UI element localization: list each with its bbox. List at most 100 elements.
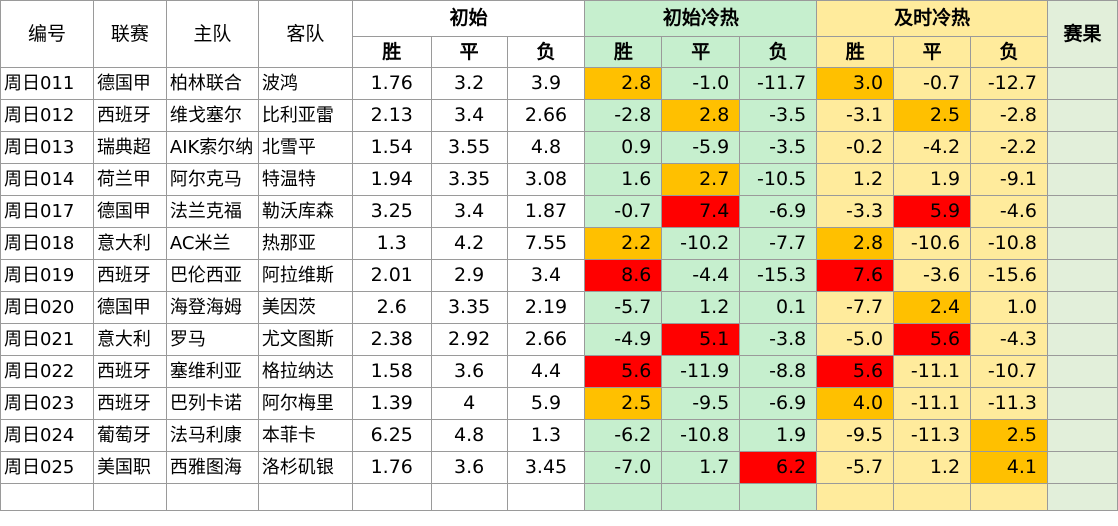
subheader-initial-lose[interactable]: 负 — [506, 36, 586, 68]
cell-initial-heat[interactable]: -10.2 — [661, 227, 741, 260]
cell-initial-odds[interactable]: 3.08 — [506, 163, 586, 196]
cell-live-heat[interactable]: 5.6 — [816, 355, 895, 388]
cell-away[interactable]: 洛杉矶银 — [257, 451, 353, 484]
cell-away[interactable]: 热那亚 — [257, 227, 353, 260]
cell-initial-heat[interactable]: 1.2 — [661, 291, 741, 324]
cell-initial-odds[interactable]: 1.39 — [351, 387, 432, 420]
cell-home[interactable]: 西雅图海 — [165, 451, 259, 484]
cell-home[interactable]: 海登海姆 — [165, 291, 259, 324]
cell-result[interactable] — [1047, 451, 1118, 484]
cell-initial-odds[interactable]: 1.87 — [506, 195, 586, 228]
cell-live-heat[interactable]: -4.2 — [893, 131, 972, 164]
cell-league[interactable]: 德国甲 — [92, 291, 167, 324]
cell-initial-heat[interactable]: 1.6 — [584, 163, 663, 196]
cell-initial-heat[interactable]: -3.5 — [739, 131, 818, 164]
cell-home[interactable]: 塞维利亚 — [165, 355, 259, 388]
cell-result[interactable] — [1047, 291, 1118, 324]
cell-live-heat[interactable]: -10.8 — [970, 227, 1048, 260]
cell-initial-odds[interactable]: 3.35 — [430, 163, 508, 196]
cell-initial-heat[interactable]: -10.5 — [739, 163, 818, 196]
cell-initial-odds[interactable]: 2.19 — [506, 291, 586, 324]
cell-live-heat[interactable]: 5.9 — [893, 195, 972, 228]
cell-initial-heat[interactable]: 2.7 — [661, 163, 741, 196]
cell-live-heat[interactable]: -11.3 — [970, 387, 1048, 420]
cell-initial-odds[interactable]: 1.94 — [351, 163, 432, 196]
cell-live-heat[interactable]: 1.2 — [816, 163, 895, 196]
cell-live-heat[interactable]: 4.1 — [970, 451, 1048, 484]
cell-live-heat[interactable]: -11.3 — [893, 419, 972, 452]
cell-initial-odds[interactable]: 3.55 — [430, 131, 508, 164]
cell-initial-odds[interactable]: 1.76 — [351, 67, 432, 100]
cell-initial-heat[interactable]: 8.6 — [584, 259, 663, 292]
cell-live-heat[interactable]: -10.7 — [970, 355, 1048, 388]
cell-live-heat[interactable]: -9.5 — [816, 419, 895, 452]
cell-live-heat[interactable]: 1.2 — [893, 451, 972, 484]
empty-cell[interactable] — [351, 483, 432, 511]
cell-initial-heat[interactable]: 1.7 — [661, 451, 741, 484]
cell-league[interactable]: 西班牙 — [92, 259, 167, 292]
cell-result[interactable] — [1047, 323, 1118, 356]
cell-initial-odds[interactable]: 1.58 — [351, 355, 432, 388]
empty-cell[interactable] — [661, 483, 741, 511]
cell-initial-heat[interactable]: -11.9 — [661, 355, 741, 388]
cell-league[interactable]: 西班牙 — [92, 355, 167, 388]
cell-initial-odds[interactable]: 2.13 — [351, 99, 432, 132]
cell-initial-heat[interactable]: -15.3 — [739, 259, 818, 292]
empty-cell[interactable] — [893, 483, 972, 511]
cell-initial-heat[interactable]: -0.7 — [584, 195, 663, 228]
header-id[interactable]: 编号 — [0, 0, 94, 68]
cell-league[interactable]: 意大利 — [92, 323, 167, 356]
cell-id[interactable]: 周日013 — [0, 131, 94, 164]
cell-home[interactable]: 柏林联合 — [165, 67, 259, 100]
cell-id[interactable]: 周日019 — [0, 259, 94, 292]
empty-cell[interactable] — [816, 483, 895, 511]
cell-initial-odds[interactable]: 5.9 — [506, 387, 586, 420]
cell-live-heat[interactable]: -7.7 — [816, 291, 895, 324]
empty-cell[interactable] — [970, 483, 1048, 511]
cell-away[interactable]: 阿拉维斯 — [257, 259, 353, 292]
subheader-initial-win[interactable]: 胜 — [351, 36, 432, 68]
cell-initial-odds[interactable]: 4.4 — [506, 355, 586, 388]
cell-result[interactable] — [1047, 163, 1118, 196]
empty-cell[interactable] — [430, 483, 508, 511]
cell-initial-heat[interactable]: -5.7 — [584, 291, 663, 324]
cell-result[interactable] — [1047, 419, 1118, 452]
header-result[interactable]: 赛果 — [1047, 0, 1118, 68]
cell-away[interactable]: 本菲卡 — [257, 419, 353, 452]
cell-id[interactable]: 周日017 — [0, 195, 94, 228]
cell-initial-heat[interactable]: -6.9 — [739, 387, 818, 420]
cell-home[interactable]: AC米兰 — [165, 227, 259, 260]
cell-away[interactable]: 尤文图斯 — [257, 323, 353, 356]
subheader-initial-draw[interactable]: 平 — [430, 36, 508, 68]
cell-live-heat[interactable]: -4.6 — [970, 195, 1048, 228]
cell-live-heat[interactable]: -10.6 — [893, 227, 972, 260]
cell-initial-heat[interactable]: -5.9 — [661, 131, 741, 164]
cell-initial-odds[interactable]: 2.92 — [430, 323, 508, 356]
cell-id[interactable]: 周日022 — [0, 355, 94, 388]
header-initial-heat[interactable]: 初始冷热 — [584, 0, 818, 37]
cell-live-heat[interactable]: -15.6 — [970, 259, 1048, 292]
cell-league[interactable]: 美国职 — [92, 451, 167, 484]
subheader-live-win[interactable]: 胜 — [816, 36, 895, 68]
cell-live-heat[interactable]: 2.4 — [893, 291, 972, 324]
cell-initial-odds[interactable]: 6.25 — [351, 419, 432, 452]
cell-initial-odds[interactable]: 4.8 — [506, 131, 586, 164]
cell-initial-odds[interactable]: 3.9 — [506, 67, 586, 100]
cell-away[interactable]: 格拉纳达 — [257, 355, 353, 388]
cell-league[interactable]: 西班牙 — [92, 387, 167, 420]
cell-id[interactable]: 周日018 — [0, 227, 94, 260]
cell-initial-heat[interactable]: 0.1 — [739, 291, 818, 324]
empty-cell[interactable] — [257, 483, 353, 511]
header-league[interactable]: 联赛 — [92, 0, 167, 68]
cell-live-heat[interactable]: 1.0 — [970, 291, 1048, 324]
empty-cell[interactable] — [92, 483, 167, 511]
cell-initial-heat[interactable]: -8.8 — [739, 355, 818, 388]
cell-initial-heat[interactable]: 7.4 — [661, 195, 741, 228]
cell-league[interactable]: 葡萄牙 — [92, 419, 167, 452]
cell-initial-heat[interactable]: -6.9 — [739, 195, 818, 228]
cell-league[interactable]: 西班牙 — [92, 99, 167, 132]
cell-league[interactable]: 瑞典超 — [92, 131, 167, 164]
cell-id[interactable]: 周日014 — [0, 163, 94, 196]
cell-home[interactable]: 巴伦西亚 — [165, 259, 259, 292]
cell-initial-odds[interactable]: 3.4 — [430, 195, 508, 228]
